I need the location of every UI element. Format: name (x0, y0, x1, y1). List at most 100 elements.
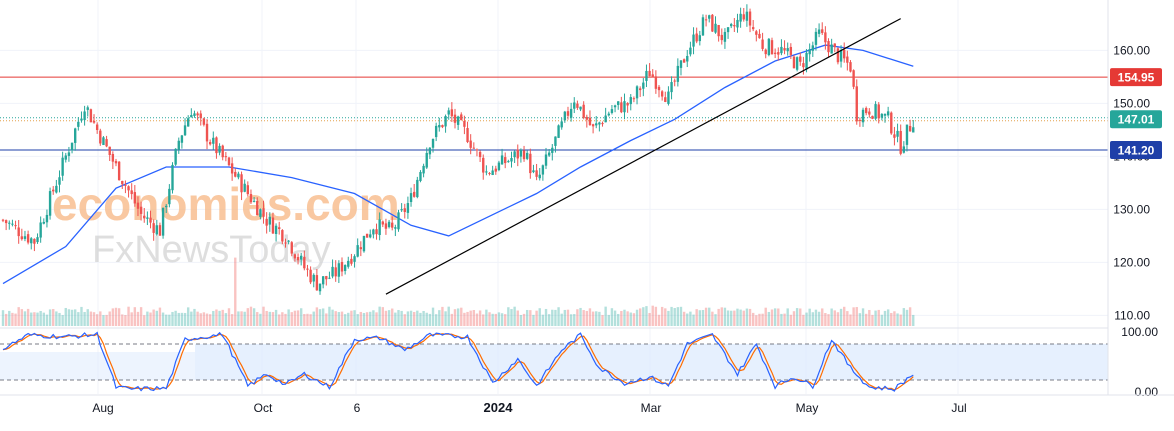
candle-body[interactable] (39, 222, 42, 238)
candle-body[interactable] (227, 157, 231, 166)
candle-body[interactable] (33, 238, 36, 244)
candle-body[interactable] (252, 200, 256, 202)
candle-body[interactable] (723, 31, 727, 42)
candle-body[interactable] (529, 153, 532, 174)
candle-body[interactable] (726, 27, 730, 33)
candle-body[interactable] (525, 152, 529, 159)
candle-body[interactable] (359, 247, 363, 250)
candle-body[interactable] (773, 52, 777, 54)
candle-body[interactable] (397, 212, 400, 230)
candle-body[interactable] (42, 221, 45, 224)
candle-body[interactable] (507, 161, 510, 163)
candle-body[interactable] (136, 202, 140, 209)
candle-body[interactable] (585, 116, 589, 120)
candle-body[interactable] (130, 190, 133, 195)
candle-body[interactable] (579, 106, 582, 110)
candle-body[interactable] (11, 223, 14, 225)
candle-body[interactable] (321, 276, 325, 285)
candle-body[interactable] (168, 188, 171, 205)
candle-body[interactable] (689, 47, 692, 55)
candle-body[interactable] (497, 162, 501, 171)
candle-body[interactable] (742, 14, 745, 20)
candle-body[interactable] (836, 48, 840, 63)
candle-body[interactable] (416, 179, 419, 198)
candle-body[interactable] (268, 216, 271, 225)
candle-body[interactable] (591, 124, 595, 127)
candle-body[interactable] (212, 137, 215, 144)
candle-body[interactable] (560, 121, 563, 128)
candle-body[interactable] (108, 146, 111, 156)
candle-body[interactable] (786, 48, 789, 52)
candle-body[interactable] (425, 152, 428, 168)
candle-body[interactable] (908, 125, 912, 132)
candle-body[interactable] (510, 157, 513, 162)
candle-body[interactable] (171, 164, 174, 191)
candle-body[interactable] (309, 269, 312, 283)
candle-body[interactable] (271, 217, 275, 234)
candle-body[interactable] (334, 267, 337, 277)
candle-body[interactable] (230, 163, 234, 174)
candle-body[interactable] (739, 13, 742, 22)
candle-body[interactable] (852, 70, 855, 87)
candle-body[interactable] (55, 185, 58, 193)
candle-body[interactable] (48, 191, 52, 216)
candle-body[interactable] (833, 43, 836, 48)
candle-body[interactable] (764, 49, 767, 55)
candle-body[interactable] (466, 128, 469, 143)
candle-body[interactable] (149, 217, 152, 223)
candle-body[interactable] (23, 236, 27, 239)
candle-body[interactable] (183, 125, 187, 136)
candle-body[interactable] (711, 14, 714, 32)
candle-body[interactable] (391, 222, 394, 228)
candle-body[interactable] (158, 225, 162, 236)
candle-body[interactable] (303, 256, 306, 269)
candle-body[interactable] (434, 125, 438, 138)
candle-body[interactable] (601, 123, 604, 125)
candle-body[interactable] (638, 88, 642, 91)
candle-body[interactable] (513, 151, 516, 158)
candle-body[interactable] (89, 109, 93, 123)
candle-body[interactable] (544, 154, 548, 166)
candle-body[interactable] (679, 60, 683, 68)
candle-body[interactable] (645, 70, 648, 81)
candle-body[interactable] (193, 113, 196, 116)
candle-body[interactable] (563, 111, 567, 121)
candle-body[interactable] (610, 109, 614, 113)
candle-body[interactable] (453, 114, 457, 123)
candle-body[interactable] (58, 177, 61, 185)
candle-body[interactable] (814, 31, 818, 45)
candle-body[interactable] (682, 59, 686, 63)
candle-body[interactable] (475, 149, 479, 151)
candle-body[interactable] (886, 111, 890, 116)
candle-body[interactable] (347, 260, 350, 267)
candle-body[interactable] (152, 223, 155, 233)
candle-body[interactable] (64, 155, 67, 160)
candle-body[interactable] (221, 145, 224, 158)
candle-body[interactable] (265, 218, 268, 226)
candle-body[interactable] (488, 172, 491, 175)
candle-body[interactable] (340, 261, 344, 272)
candles[interactable] (1, 4, 915, 295)
candle-body[interactable] (409, 193, 413, 203)
candle-body[interactable] (632, 98, 636, 100)
candle-body[interactable] (8, 222, 11, 224)
candle-body[interactable] (422, 165, 425, 174)
candle-body[interactable] (293, 254, 297, 259)
candle-body[interactable] (299, 255, 303, 260)
candle-body[interactable] (642, 82, 645, 89)
candle-body[interactable] (256, 200, 259, 216)
candle-body[interactable] (686, 55, 689, 62)
candle-body[interactable] (61, 157, 64, 176)
candle-body[interactable] (758, 33, 761, 39)
candle-body[interactable] (73, 128, 77, 143)
candle-body[interactable] (99, 130, 102, 144)
candle-body[interactable] (795, 57, 799, 70)
candle-body[interactable] (4, 220, 8, 224)
candle-body[interactable] (180, 135, 184, 143)
candle-body[interactable] (387, 221, 391, 228)
candle-body[interactable] (846, 56, 849, 63)
candle-body[interactable] (708, 15, 711, 19)
candle-body[interactable] (855, 86, 858, 122)
candle-body[interactable] (717, 25, 720, 37)
candle-body[interactable] (912, 127, 915, 133)
